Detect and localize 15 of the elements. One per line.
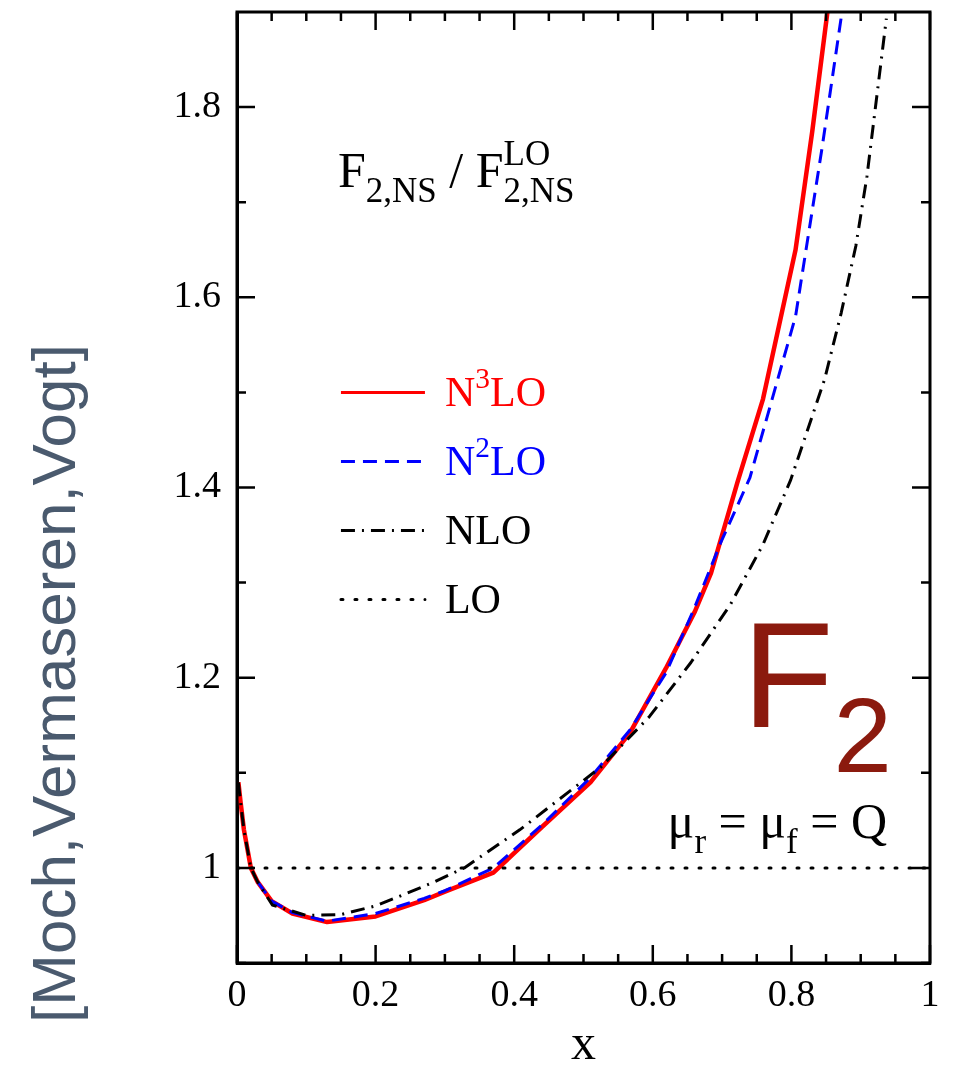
y-axis-title: [Moch,Vermaseren,Vogt] (17, 343, 89, 1023)
legend-label: NLO (444, 507, 532, 554)
x-tick-label: 0.2 (351, 971, 400, 1014)
y-tick-label: 1.6 (173, 273, 221, 316)
x-tick-label: 0 (227, 971, 247, 1014)
x-tick-label: 0.8 (767, 971, 816, 1014)
legend-label: LO (444, 576, 501, 623)
y-tick-label: 1.8 (173, 83, 221, 126)
x-tick-label: 0.4 (490, 971, 538, 1014)
y-tick-label: 1.4 (173, 463, 221, 506)
x-axis-title: x (571, 1014, 596, 1070)
y-tick-label: 1 (202, 843, 221, 886)
y-tick-label: 1.2 (173, 653, 221, 696)
x-tick-label: 0.6 (629, 971, 677, 1014)
x-tick-label: 1 (920, 971, 940, 1014)
